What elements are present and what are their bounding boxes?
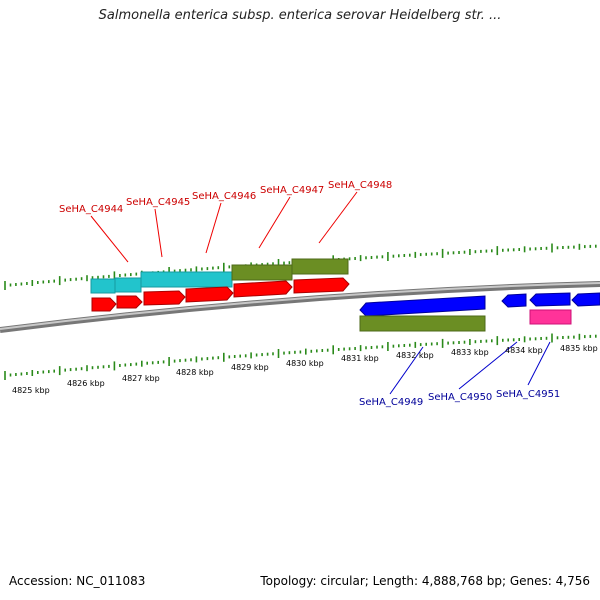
gene-block-c4945[interactable] <box>114 277 142 293</box>
gene-label-c4946[interactable]: SeHA_C4946 <box>192 191 256 202</box>
cds-arrow-c4946[interactable] <box>143 290 186 306</box>
cds-track-forward <box>91 277 350 312</box>
gene-label-c4944[interactable]: SeHA_C4944 <box>59 204 123 215</box>
cds-arrow-c4947[interactable] <box>185 286 234 303</box>
reverse-label-leaders <box>389 341 551 395</box>
leader-c4951 <box>527 341 551 386</box>
gene-label-c4950[interactable]: SeHA_C4950 <box>428 392 492 403</box>
gene-label-c4945[interactable]: SeHA_C4945 <box>126 197 190 208</box>
organism-title: Salmonella enterica subsp. enterica sero… <box>98 8 502 23</box>
scale-label: 4829 kbp <box>231 363 269 372</box>
leader-c4947 <box>258 196 291 249</box>
leader-c4946 <box>205 202 222 254</box>
leader-c4944 <box>90 215 129 263</box>
leader-c4950 <box>458 341 518 390</box>
scale-label: 4830 kbp <box>286 359 324 368</box>
cds-arrow-c4948b[interactable] <box>293 277 350 294</box>
genome-backbone <box>0 281 600 333</box>
genome-summary: Topology: circular; Length: 4,888,768 bp… <box>260 574 590 588</box>
leader-c4949 <box>389 346 424 395</box>
gene-block-c4944[interactable] <box>90 278 116 294</box>
gene-block-c4949[interactable] <box>359 315 486 332</box>
cds-arrow-next[interactable] <box>571 292 600 307</box>
gene-block-c4947[interactable] <box>231 264 293 281</box>
cds-track-reverse <box>359 292 600 332</box>
forward-label-leaders <box>90 191 358 263</box>
lower-tick-ruler <box>4 333 597 380</box>
scale-label: 4835 kbp <box>560 344 598 353</box>
leader-c4948 <box>318 191 358 244</box>
cds-arrow-c4949[interactable] <box>359 295 486 317</box>
cds-arrow-c4948a[interactable] <box>233 280 293 298</box>
genome-backbone-highlight <box>0 282 600 330</box>
scale-labels: 4825 kbp 4826 kbp 4827 kbp 4828 kbp 4829… <box>12 344 598 395</box>
scale-label: 4828 kbp <box>176 368 214 377</box>
scale-label: 4826 kbp <box>67 379 105 388</box>
scale-label: 4831 kbp <box>341 354 379 363</box>
rna-block-c4951[interactable] <box>529 309 572 325</box>
gene-label-c4947[interactable]: SeHA_C4947 <box>260 185 324 196</box>
gene-block-c4948[interactable] <box>291 258 349 275</box>
leader-c4945 <box>154 208 163 258</box>
scale-label: 4825 kbp <box>12 386 50 395</box>
gene-label-c4949[interactable]: SeHA_C4949 <box>359 397 423 408</box>
cds-arrow-c4945[interactable] <box>116 295 143 309</box>
reverse-gene-labels: SeHA_C4949 SeHA_C4950 SeHA_C4951 <box>359 389 560 408</box>
cds-arrow-c4950[interactable] <box>501 293 527 308</box>
scale-label: 4833 kbp <box>451 348 489 357</box>
gene-track-forward-upper <box>90 258 349 294</box>
gene-label-c4948[interactable]: SeHA_C4948 <box>328 180 392 191</box>
gene-block-c4946[interactable] <box>140 271 233 288</box>
scale-label: 4827 kbp <box>122 374 160 383</box>
scale-label: 4832 kbp <box>396 351 434 360</box>
gene-label-c4951[interactable]: SeHA_C4951 <box>496 389 560 400</box>
cds-arrow-c4944[interactable] <box>91 297 117 312</box>
accession-label: Accession: NC_011083 <box>9 574 146 588</box>
scale-label: 4834 kbp <box>505 346 543 355</box>
forward-gene-labels: SeHA_C4944 SeHA_C4945 SeHA_C4946 SeHA_C4… <box>59 180 392 215</box>
cds-arrow-c4951[interactable] <box>529 292 571 307</box>
